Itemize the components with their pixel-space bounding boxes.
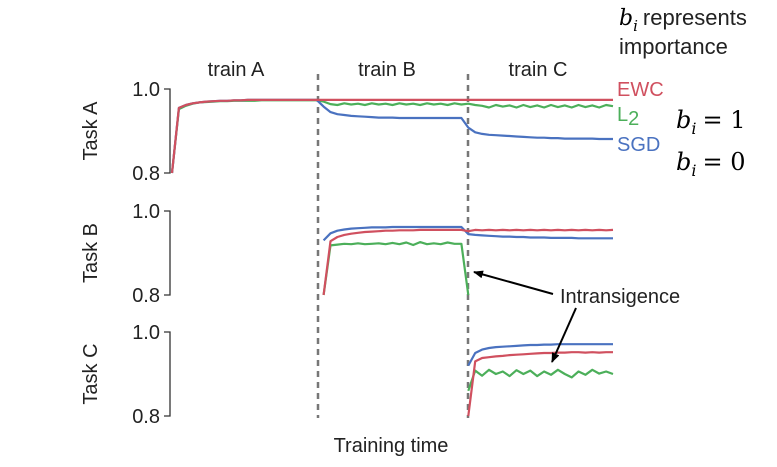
annotation-arrow-task-b [473,270,554,295]
series-line-task-a-sgd [170,98,613,174]
x-axis-label: Training time [334,435,449,457]
legend-ewc: EWC [617,79,664,101]
legend-sgd: SGD [617,134,660,156]
tick-label-task-b-top: 1.0 [132,201,160,223]
tick-label-task-b-bottom: 0.8 [132,285,160,307]
tick-label-task-c-top: 1.0 [132,322,160,344]
series-line-task-b-sgd [322,225,613,242]
tick-label-task-a-top: 1.0 [132,79,160,101]
tick-label-task-a-bottom: 0.8 [132,163,160,185]
series-line-task-b-ewc [322,228,614,296]
series-line-task-c-ewc [467,351,613,417]
phase-label-c: train C [509,59,568,81]
panel-ylabel-task-c: Task C [80,343,102,404]
series-line-task-b-l2 [322,241,470,296]
annotation-arrow-task-c [551,307,577,363]
panel-ylabel-task-b: Task B [80,223,102,283]
legend-l2: L2 [617,104,639,130]
series-line-task-a-ewc [170,98,613,174]
importance-note-line2: importance [619,34,728,59]
axis-task-c [164,331,171,417]
series-line-task-c-l2 [467,368,614,392]
series-line-task-a-l2 [170,99,614,174]
annotation-intransigence: Intransigence [560,286,680,308]
series-line-task-c-sgd [467,343,613,367]
tick-label-task-c-bottom: 0.8 [132,406,160,428]
phase-label-a: train A [208,59,265,81]
axis-task-a [164,88,171,174]
axis-task-b [164,210,171,296]
equation-sgd: bi = 0 [676,148,746,180]
series-layer [170,98,614,417]
importance-note-line1: bi represents [619,5,747,35]
panel-ylabel-task-a: Task A [80,101,102,161]
equation-ewc: bi = 1 [676,106,746,138]
phase-label-b: train B [358,59,416,81]
